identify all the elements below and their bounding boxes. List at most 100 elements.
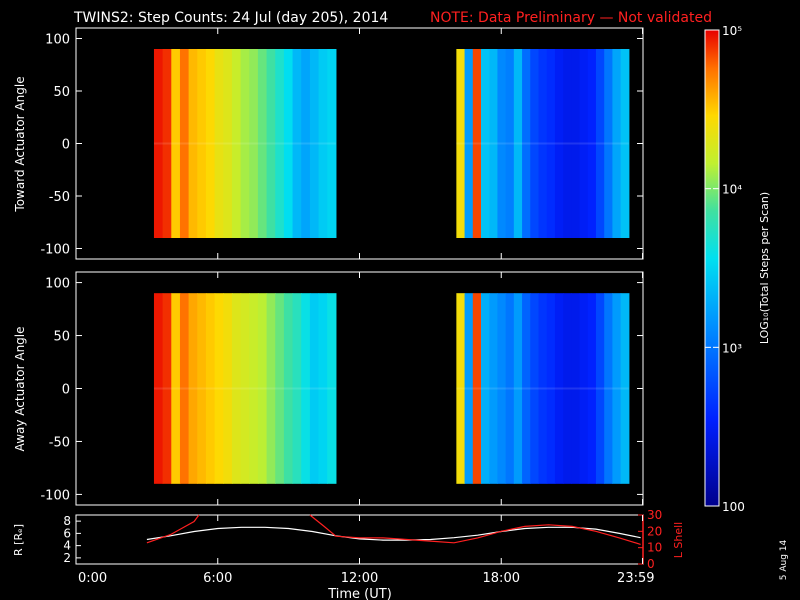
heatmap-column [612,49,622,238]
heatmap-column [464,293,474,484]
heatmap-column [292,49,302,238]
left-tick-label: 2 [63,551,71,565]
heatmap-column [546,49,556,238]
heatmap-column [257,293,268,484]
toward-heatmap [153,49,630,238]
heatmap-column [301,293,311,484]
away-y-label: Away Actuator Angle [13,326,27,451]
colorbar-ticks: 10⁵ 10⁴ 10³ 100 [705,24,745,514]
y-tick-label: 0 [62,383,70,398]
left-tick-label: 8 [63,514,71,528]
y-tick-label: 100 [45,33,70,48]
heatmap-column [179,293,190,484]
chart-title: TWINS2: Step Counts: 24 Jul (day 205), 2… [73,10,388,26]
heatmap-column [240,293,250,484]
heatmap-column [292,293,302,484]
heatmap-column [472,49,482,238]
heatmap-column [318,49,328,238]
time-axis: 0:00 6:00 12:00 18:00 23:59 [75,28,655,586]
y-tick-label: -100 [40,243,70,258]
y-tick-label: 50 [53,85,70,100]
heatmap-column [472,293,482,484]
heatmap-column [546,293,556,484]
right-tick-label: 0 [647,557,655,571]
heatmap-column [257,49,268,238]
heatmap-column [620,293,630,484]
heatmap-column [579,49,589,238]
heatmap-column [171,293,181,484]
heatmap-column [563,49,572,238]
heatmap-column [481,293,490,484]
heatmap-column [231,49,242,238]
heatmap-column [249,49,259,238]
colorbar-tick-label: 10⁵ [722,24,742,38]
heatmap-column [162,293,172,484]
l-shell-line [309,514,641,545]
left-tick-label: 6 [63,526,71,540]
right-tick-label: 20 [647,524,662,538]
heatmap-column [266,293,276,484]
heatmap-column [214,293,224,484]
heatmap-column [497,49,507,238]
heatmap-column [197,293,207,484]
heatmap-column [604,49,613,238]
away-heatmap [153,293,630,484]
y-tick-label: 100 [45,277,70,292]
heatmap-column [522,49,531,238]
x-tick-label: 0:00 [78,571,107,586]
heatmap-column [309,293,320,484]
left-tick-label: 4 [63,539,71,553]
chart-note: NOTE: Data Preliminary — Not validated [430,10,712,26]
heatmap-column [489,293,499,484]
x-tick-label: 18:00 [483,571,520,586]
right-tick-label: 30 [647,508,662,522]
heatmap-column [497,293,507,484]
x-tick-label: 12:00 [341,571,378,586]
heatmap-column [223,293,233,484]
heatmap-column [612,293,622,484]
heatmap-column [604,293,613,484]
heatmap-column [249,293,259,484]
heatmap-column [214,49,224,238]
toward-y-axis: -100 -50 0 50 100 [40,33,643,258]
right-tick-label: 10 [647,541,662,555]
heatmap-column [283,49,294,238]
heatmap-column [489,49,499,238]
heatmap-column [456,293,466,484]
heatmap-column [327,49,337,238]
heatmap-column [223,49,233,238]
heatmap-column [153,49,164,238]
heatmap-column [231,293,242,484]
heatmap-column [188,49,198,238]
heatmap-column [205,49,216,238]
heatmap-column [587,49,597,238]
heatmap-column [309,49,320,238]
heatmap-column [571,293,581,484]
heatmap-column [530,49,540,238]
heatmap-column [275,49,285,238]
y-tick-label: -50 [49,435,70,450]
heatmap-column [179,49,190,238]
heatmap-column [197,49,207,238]
x-tick-label: 23:59 [617,571,654,586]
colorbar-tick-label: 10³ [722,341,742,355]
heatmap-column [513,49,523,238]
heatmap-column [538,49,548,238]
heatmap-column [587,293,597,484]
heatmap-column [153,293,164,484]
colorbar-label: LOG₁₀(Total Steps per Scan) [758,192,771,344]
heatmap-column [513,293,523,484]
x-tick-label: 6:00 [203,571,232,586]
heatmap-column [530,293,540,484]
heatmap-column [554,49,564,238]
heatmap-column [327,293,337,484]
heatmap-column [318,293,328,484]
heatmap-column [620,49,630,238]
colorbar-tick-label: 100 [722,500,745,514]
heatmap-column [240,49,250,238]
heatmap-column [595,49,605,238]
heatmap-column [275,293,285,484]
heatmap-column [563,293,572,484]
